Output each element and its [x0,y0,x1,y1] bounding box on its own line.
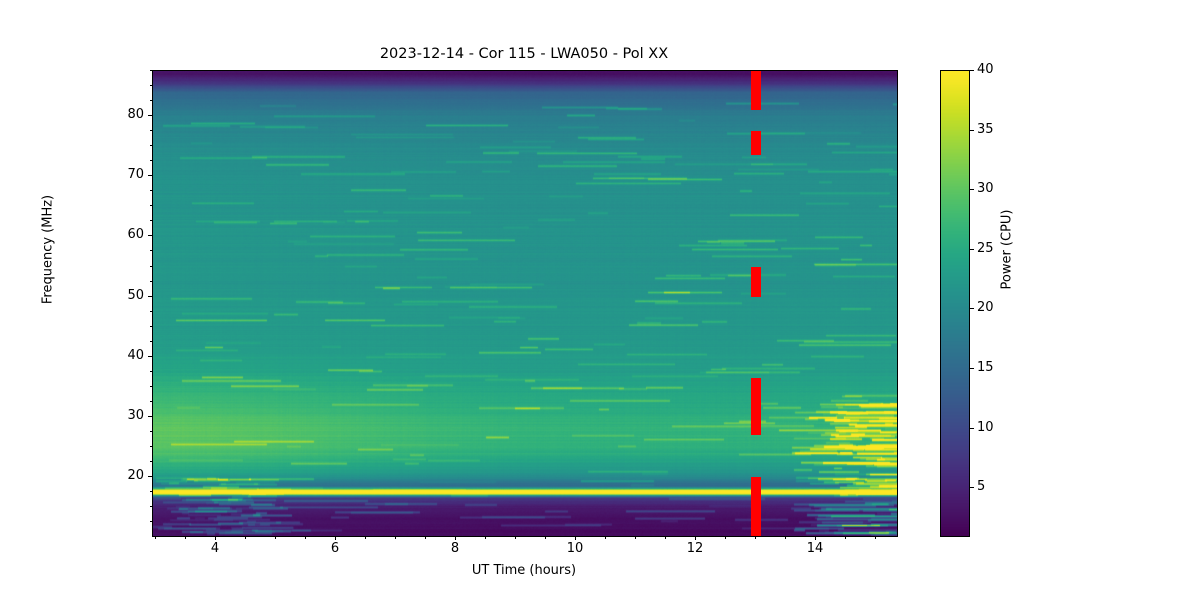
x-axis-tick-label: 4 [210,541,220,556]
colorbar-tick-label: 25 [977,240,994,256]
y-axis-minor-tick [149,370,152,372]
x-axis-minor-tick [515,536,516,539]
y-axis-minor-tick [149,325,152,327]
y-axis-tick [148,476,152,478]
colorbar-tick-label: 10 [977,419,994,435]
rfi-flag-marker [750,377,762,435]
y-axis-minor-tick [149,100,152,102]
x-axis-tick [455,536,456,540]
y-axis-minor-tick [149,521,152,523]
colorbar-tick-label: 5 [977,479,986,495]
y-axis-tick-label: 40 [127,347,144,363]
y-axis-tick-label: 70 [127,167,144,183]
colorbar-gradient [941,71,969,536]
x-axis-minor-tick [635,536,636,539]
y-axis-minor-tick [149,130,152,132]
x-axis-minor-tick [845,536,846,539]
y-axis-minor-tick [149,445,152,447]
y-axis-minor-tick [149,205,152,207]
x-axis-label: UT Time (hours) [471,563,577,578]
x-axis-tick [335,536,336,540]
rfi-flag-marker [750,266,762,297]
y-axis-tick [148,355,152,357]
x-axis-minor-tick [785,536,786,539]
dynamic-spectrum-image [153,71,897,536]
y-axis-minor-tick [149,70,152,71]
x-axis-minor-tick [485,536,486,539]
y-axis-tick-label: 30 [127,407,144,423]
colorbar-tick-label: 40 [977,62,994,77]
x-axis-minor-tick [605,536,606,539]
x-axis-tick-label: 6 [330,541,340,556]
rfi-flag-marker [750,477,762,536]
x-axis-minor-tick [665,536,666,539]
x-axis-minor-tick [275,536,276,539]
x-axis-minor-tick [425,536,426,539]
x-axis-tick-label: 14 [806,541,824,556]
colorbar-tick [970,129,974,131]
y-axis-tick [148,175,152,177]
colorbar-tick-label: 30 [977,181,994,197]
colorbar-tick [970,427,974,429]
y-axis-tick [148,415,152,417]
y-axis-label: Frequency (MHz) [40,194,56,305]
x-axis-tick-label: 12 [686,541,704,556]
colorbar-tick [970,487,974,489]
x-axis-minor-tick [545,536,546,539]
x-axis-tick [215,536,216,540]
colorbar-tick [970,248,974,250]
y-axis-minor-tick [149,506,152,508]
y-axis-tick-label: 50 [127,287,144,303]
x-axis-minor-tick [875,536,876,539]
x-axis-tick-label: 10 [566,541,584,556]
y-axis-minor-tick [149,190,152,192]
y-axis-minor-tick [149,220,152,222]
y-axis-minor-tick [149,160,152,162]
x-axis-tick [695,536,696,540]
x-axis-tick-label: 8 [450,541,460,556]
y-axis-minor-tick [149,85,152,87]
y-axis-minor-tick [149,340,152,342]
y-axis-minor-tick [149,385,152,387]
y-axis-minor-tick [149,491,152,493]
x-axis-tick [815,536,816,540]
x-axis-minor-tick [305,536,306,539]
y-axis-minor-tick [149,461,152,462]
y-axis-minor-tick [149,265,152,267]
rfi-flag-marker [750,71,762,111]
page-title: 2023-12-14 - Cor 115 - LWA050 - Pol XX [379,46,669,62]
colorbar-tick [970,368,974,370]
rfi-flag-marker [750,131,762,156]
colorbar-tick [970,70,974,71]
y-axis-tick-label: 60 [127,227,144,243]
y-axis-minor-tick [149,400,152,402]
y-axis-minor-tick [149,280,152,282]
x-axis-minor-tick [395,536,396,539]
y-axis-tick [148,115,152,117]
y-axis-tick-label: 80 [127,107,144,123]
x-axis-minor-tick [755,536,756,539]
colorbar-label: Power (CPU) [999,209,1015,290]
x-axis-minor-tick [185,536,186,539]
colorbar-tick [970,308,974,310]
colorbar-tick [970,189,974,191]
y-axis-tick-label: 20 [127,468,144,484]
x-axis-minor-tick [365,536,366,539]
x-axis-tick [575,536,576,540]
colorbar-tick-label: 35 [977,121,994,137]
y-axis-minor-tick [149,250,152,252]
y-axis-minor-tick [149,310,152,312]
x-axis-minor-tick [245,536,246,539]
y-axis-tick [148,295,152,297]
x-axis-minor-tick [725,536,726,539]
colorbar[interactable] [940,70,970,537]
spectrogram-axes[interactable] [152,70,898,537]
y-axis-minor-tick [149,145,152,147]
y-axis-tick [148,235,152,237]
x-axis-minor-tick [155,536,156,539]
y-axis-minor-tick [149,430,152,432]
colorbar-tick-label: 20 [977,300,994,316]
colorbar-tick-label: 15 [977,360,994,376]
